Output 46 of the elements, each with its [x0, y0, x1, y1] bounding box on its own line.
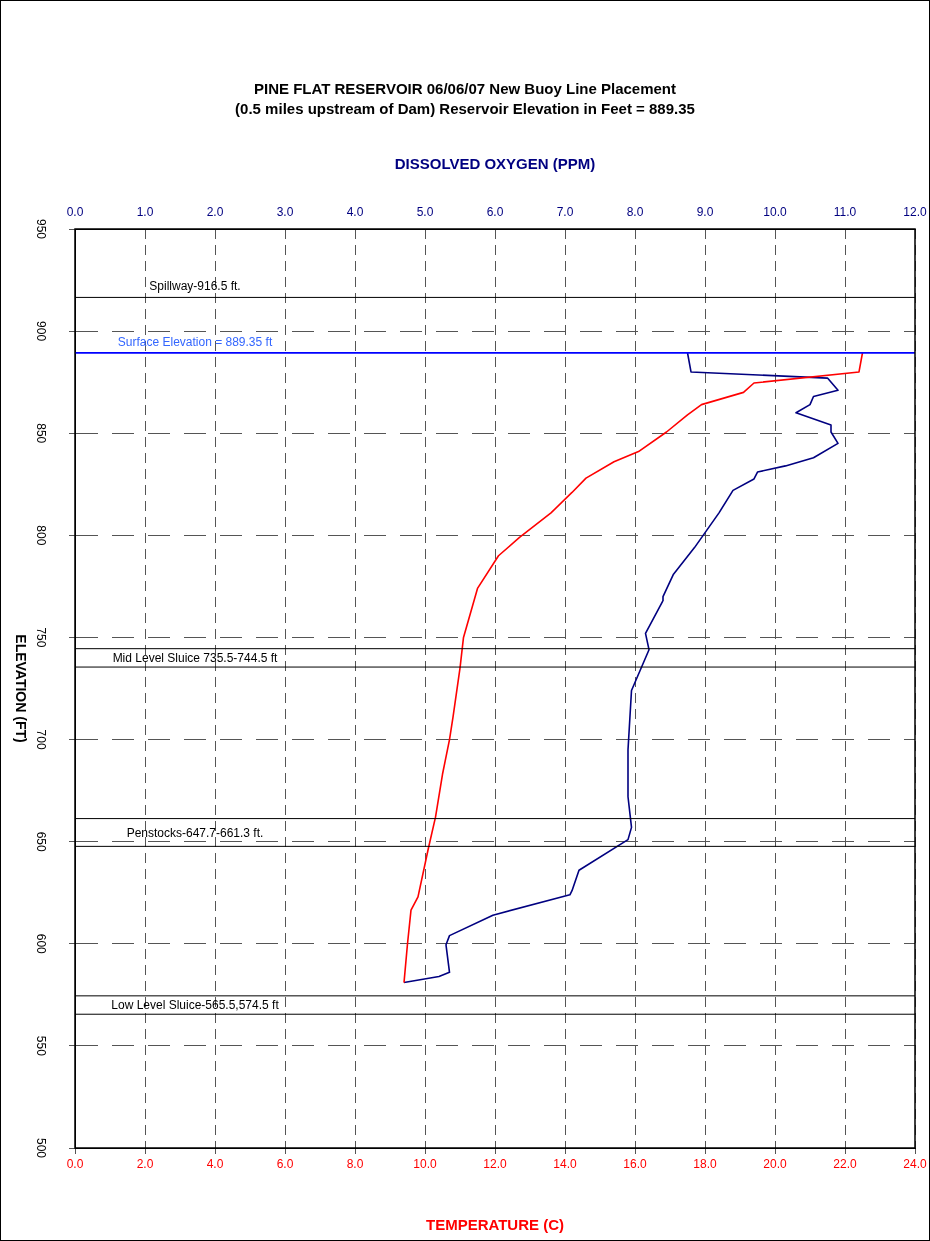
x2-tick-label: 6.0 [486, 205, 504, 220]
x2-tick-label: 0.0 [66, 205, 84, 220]
x-tick-label: 16.0 [623, 1156, 647, 1171]
y-tick-label: 600 [33, 933, 48, 955]
x-tick-label: 2.0 [136, 1156, 154, 1171]
x2-tick-label: 3.0 [276, 205, 294, 220]
x-axis-title: TEMPERATURE (C) [425, 1216, 565, 1234]
y-tick-label: 950 [33, 218, 48, 240]
x2-tick-label: 12.0 [903, 205, 927, 220]
x-tick-label: 24.0 [903, 1156, 927, 1171]
chart-title: PINE FLAT RESERVOIR 06/06/07 New Buoy Line Placement [252, 80, 678, 97]
x-tick-label: 20.0 [763, 1156, 787, 1171]
x2-tick-label: 1.0 [136, 205, 154, 220]
x2-tick-label: 9.0 [696, 205, 714, 220]
x-tick-label: 6.0 [276, 1156, 294, 1171]
x2-tick-label: 2.0 [206, 205, 224, 220]
x-tick-label: 12.0 [483, 1156, 507, 1171]
x2-tick-label: 5.0 [416, 205, 434, 220]
ref-line-label: Penstocks-647.7-661.3 ft. [126, 825, 264, 840]
y-tick-label: 800 [33, 525, 48, 546]
y-tick-label: 750 [33, 627, 48, 648]
x2-axis-title: DISSOLVED OXYGEN (PPM) [394, 155, 596, 173]
y-tick-label: 850 [33, 423, 48, 444]
x-tick-label: 0.0 [66, 1156, 84, 1171]
y-tick-label: 500 [33, 1137, 48, 1159]
x-tick-label: 14.0 [553, 1156, 577, 1171]
x2-tick-label: 4.0 [346, 205, 364, 220]
x2-tick-label: 7.0 [556, 205, 574, 220]
y-tick-label: 650 [33, 831, 48, 852]
ref-line-label: Spillway-916.5 ft. [149, 278, 241, 293]
ref-line-label: Low Level Sluice-565.5,574.5 ft [111, 998, 280, 1013]
ref-line-label: Mid Level Sluice 735.5-744.5 ft [112, 651, 279, 666]
x2-tick-label: 10.0 [763, 205, 787, 220]
y-tick-label: 550 [33, 1035, 48, 1057]
y-tick-label: 900 [33, 321, 48, 342]
x2-tick-label: 11.0 [833, 205, 857, 220]
x-tick-label: 8.0 [346, 1156, 364, 1171]
ref-line-label: Surface Elevation = 889.35 ft [117, 335, 273, 350]
x-tick-label: 10.0 [413, 1156, 437, 1171]
y-axis-title: ELEVATION (FT) [13, 634, 30, 743]
x-tick-label: 22.0 [833, 1156, 857, 1171]
x-tick-label: 18.0 [693, 1156, 717, 1171]
y-tick-label: 700 [33, 729, 48, 750]
x-tick-label: 4.0 [206, 1156, 224, 1171]
chart-subtitle: (0.5 miles upstream of Dam) Reservoir Elevation in Feet = 889.35 [234, 100, 696, 117]
x2-tick-label: 8.0 [626, 205, 644, 220]
